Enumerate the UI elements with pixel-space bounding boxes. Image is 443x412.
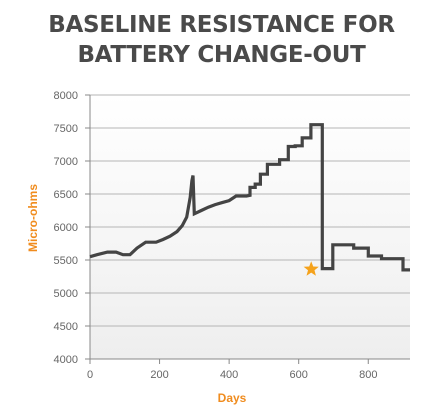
y-tick-label: 6500 (54, 189, 78, 201)
y-tick-label: 7500 (54, 123, 78, 135)
chart-title: BASELINE RESISTANCE FOR BATTERY CHANGE-O… (0, 10, 443, 70)
chart-title-line-1: BASELINE RESISTANCE FOR (48, 12, 395, 38)
annotations-group (303, 261, 319, 276)
y-tick-label: 4000 (54, 354, 78, 366)
y-axis-ticks: 8000 7500 7000 6500 6000 5500 5000 4500 4000 (54, 90, 90, 366)
chart-title-line-2: BATTERY CHANGE-OUT (77, 42, 366, 68)
y-tick-label: 8000 (54, 90, 78, 102)
y-tick-label: 4500 (54, 321, 78, 333)
x-tick-label: 400 (220, 369, 238, 381)
x-axis-ticks: 0 200 400 600 800 (87, 359, 377, 381)
series-group (89, 123, 410, 272)
x-tick-label: 600 (290, 369, 308, 381)
y-tick-label: 7000 (54, 156, 78, 168)
star-marker (303, 261, 319, 276)
x-axis-label: Days (218, 391, 247, 405)
series-line (89, 123, 410, 272)
x-tick-label: 0 (87, 369, 93, 381)
x-tick-label: 200 (150, 369, 168, 381)
y-tick-label: 5500 (54, 255, 78, 267)
y-axis-label: Micro-ohms (26, 184, 40, 252)
y-tick-label: 6000 (54, 222, 78, 234)
x-tick-label: 800 (359, 369, 377, 381)
y-tick-label: 5000 (54, 288, 78, 300)
